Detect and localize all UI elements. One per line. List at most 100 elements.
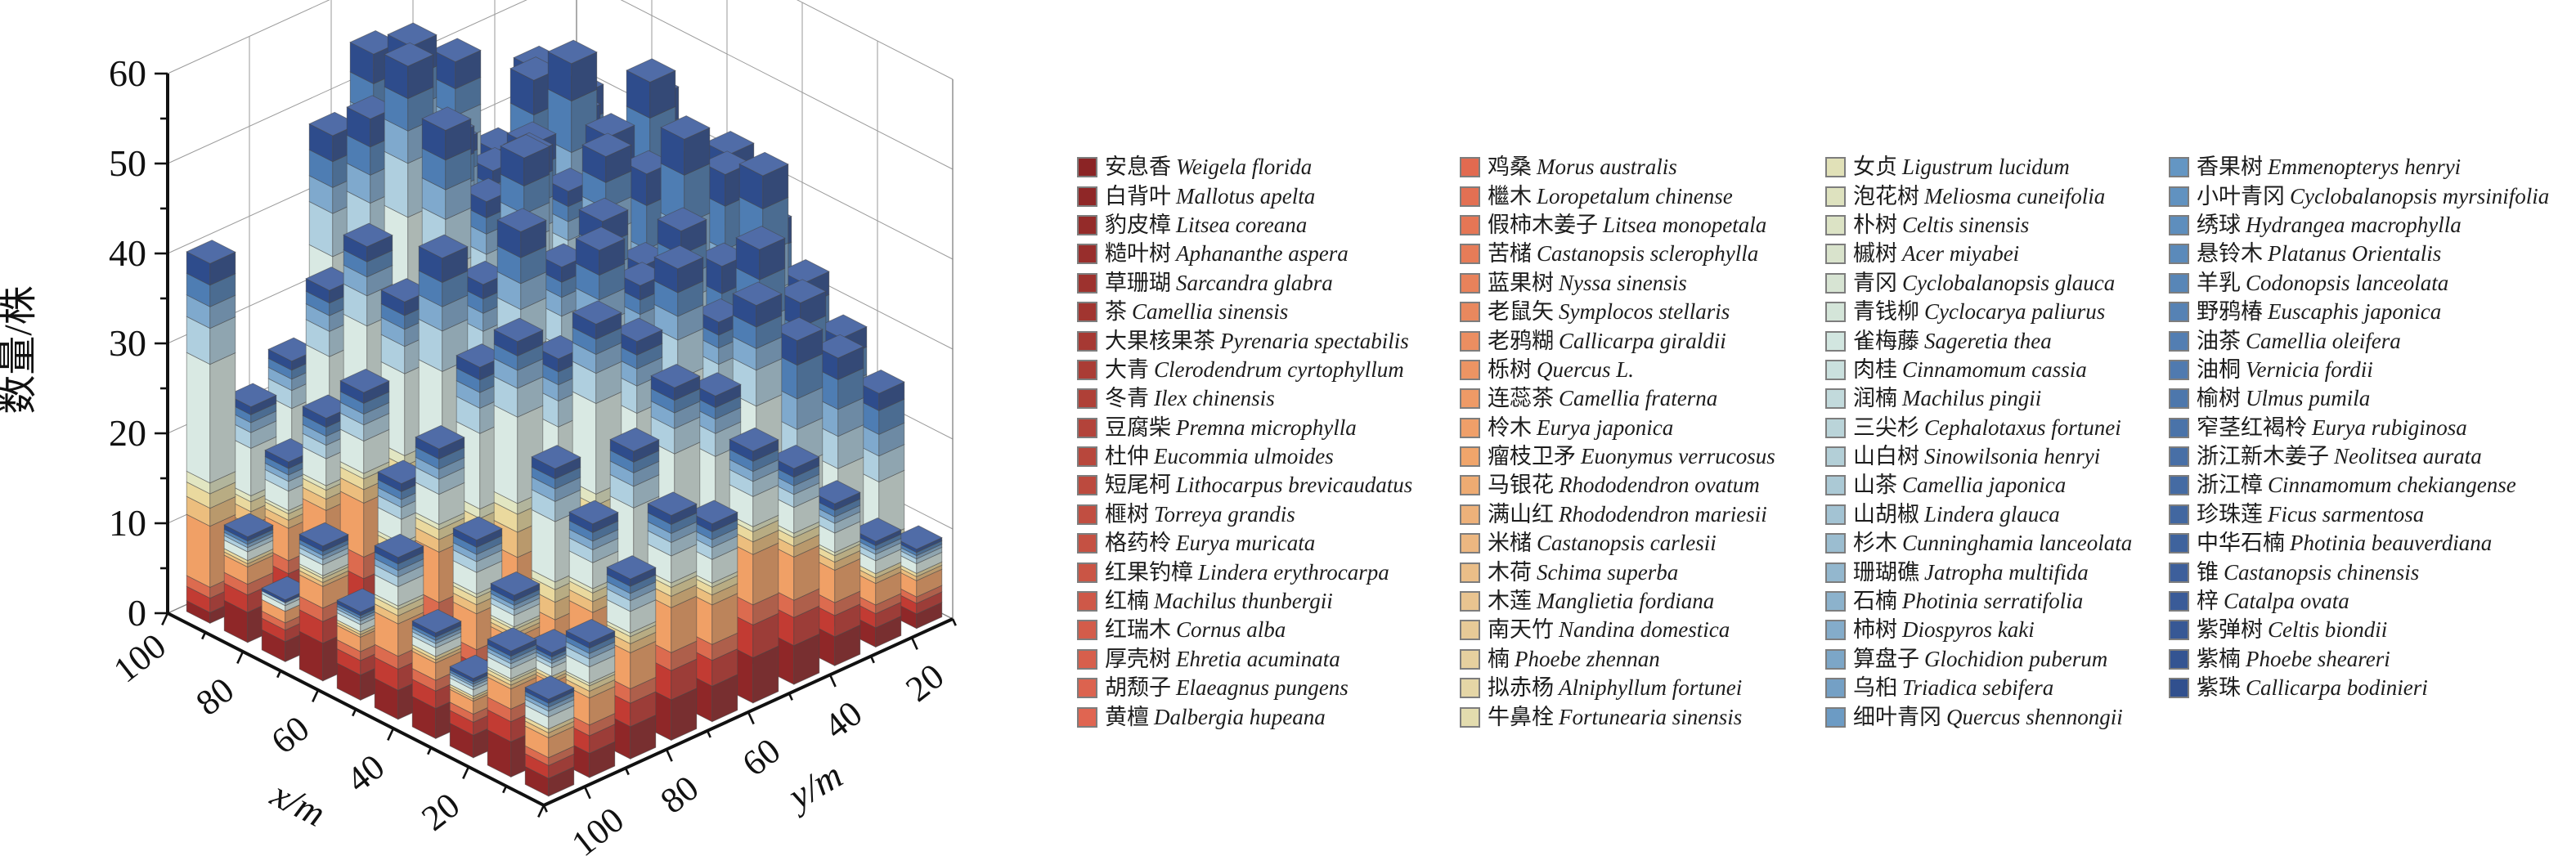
legend-color-swatch: [1825, 706, 1846, 728]
y-axis-tick: [624, 767, 630, 776]
species-latin-name: Litsea monopetala: [1603, 212, 1767, 237]
legend-item: 野鸦椿 Euscaphis japonica: [2169, 298, 2549, 326]
species-latin-name: Dalbergia hupeana: [1154, 704, 1326, 729]
bar-top-face: [810, 480, 861, 504]
species-chinese-name: 胡颓子: [1105, 675, 1171, 701]
legend-item: 木莲 Manglietia fordiana: [1460, 587, 1775, 616]
legend-species-label: 柿树 Diospyros kaki: [1853, 619, 2035, 641]
species-chinese-name: 油茶: [2197, 328, 2241, 353]
y-axis-tick: [542, 804, 548, 813]
legend-species-label: 豹皮樟 Litsea coreana: [1105, 212, 1307, 237]
legend-color-swatch: [2169, 533, 2189, 554]
legend-color-swatch: [1077, 417, 1097, 438]
legend-color-swatch: [1825, 244, 1846, 265]
legend-item: 绣球 Hydrangea macrophylla: [2169, 211, 2549, 240]
z-tick-label: 30: [109, 322, 146, 364]
bar-top-face: [609, 427, 660, 452]
legend-item: 红果钓樟 Lindera erythrocarpa: [1077, 558, 1412, 586]
legend-species-label: 木莲 Manglietia fordiana: [1488, 590, 1714, 612]
species-chinese-name: 草珊瑚: [1105, 270, 1171, 295]
legend-color-swatch: [2169, 388, 2189, 410]
legend-color-swatch: [1460, 504, 1480, 525]
species-latin-name: Cephalotaxus fortunei: [1924, 415, 2121, 440]
legend-species-label: 紫珠 Callicarpa bodinieri: [2197, 677, 2428, 699]
legend-item: 紫楠 Phoebe sheareri: [2169, 645, 2549, 674]
legend-species-label: 算盘子 Glochidion puberum: [1853, 648, 2107, 670]
legend-color-swatch: [1460, 620, 1480, 641]
species-latin-name: Elaeagnus pungens: [1176, 675, 1349, 701]
legend-color-swatch: [1825, 302, 1846, 323]
legend-item: 浙江樟 Cinnamomum chekiangense: [2169, 471, 2549, 500]
species-latin-name: Triadica sebifera: [1902, 675, 2054, 701]
species-chinese-name: 豹皮樟: [1105, 212, 1171, 237]
legend-species-label: 油茶 Camellia oleifera: [2197, 328, 2401, 353]
bar-top-face: [855, 370, 905, 394]
legend-species-label: 香果树 Emmenopterys henryi: [2197, 156, 2461, 178]
species-latin-name: Cornus alba: [1176, 617, 1286, 643]
legend-color-swatch: [1825, 272, 1846, 294]
legend-species-label: 格药柃 Eurya muricata: [1105, 532, 1315, 554]
legend-species-label: 泡花树 Meliosma cuneifolia: [1853, 185, 2105, 208]
bar-top-face: [688, 500, 738, 525]
bar-top-face: [415, 424, 465, 450]
legend-item: 格药柃 Eurya muricata: [1077, 529, 1412, 558]
legend-species-label: 鸡桑 Morus australis: [1488, 156, 1677, 178]
species-chinese-name: 鸡桑: [1488, 155, 1532, 180]
species-chinese-name: 牛鼻栓: [1488, 704, 1554, 729]
bar-top-face: [343, 222, 393, 248]
legend-species-label: 榆树 Ulmus pumila: [2197, 388, 2370, 410]
legend-item: 油茶 Camellia oleifera: [2169, 326, 2549, 355]
legend-species-label: 蓝果树 Nyssa sinensis: [1488, 271, 1687, 294]
species-chinese-name: 格药柃: [1105, 531, 1171, 556]
species-chinese-name: 石楠: [1853, 589, 1897, 614]
species-chinese-name: 槭树: [1853, 241, 1897, 267]
bar-segment-left: [493, 405, 518, 504]
species-chinese-name: 乌桕: [1853, 675, 1897, 701]
legend-item: 蓝果树 Nyssa sinensis: [1460, 269, 1775, 298]
species-latin-name: Camellia japonica: [1902, 473, 2067, 498]
species-chinese-name: 黄檀: [1105, 704, 1149, 729]
species-latin-name: Platanus Orientalis: [2268, 241, 2442, 267]
bar-top-face: [851, 518, 902, 542]
bar-top-face: [547, 39, 598, 65]
species-latin-name: Cunninghamia lanceolata: [1902, 531, 2133, 556]
legend-species-label: 木荷 Schima superba: [1488, 559, 1678, 585]
legend-color-swatch: [1077, 302, 1097, 323]
legend-item: 紫珠 Callicarpa bodinieri: [2169, 674, 2549, 702]
legend-color-swatch: [1460, 157, 1480, 178]
species-latin-name: Quercus shennongii: [1946, 704, 2123, 729]
species-latin-name: Ligustrum lucidum: [1902, 155, 2070, 180]
species-chinese-name: 油桐: [2197, 356, 2241, 382]
legend-item: 中华石楠 Photinia beauverdiana: [2169, 529, 2549, 558]
y-axis-tick: [788, 692, 793, 701]
legend-color-swatch: [1460, 446, 1480, 468]
z-tick-label: 50: [109, 142, 146, 184]
y-axis-tick: [951, 618, 957, 626]
species-chinese-name: 糙叶树: [1105, 241, 1171, 267]
species-latin-name: Lindera erythrocarpa: [1198, 559, 1389, 585]
legend-color-swatch: [1077, 186, 1097, 207]
species-chinese-name: 女贞: [1853, 155, 1897, 180]
wall-gridline-z60: [797, 0, 954, 80]
species-latin-name: Machilus pingii: [1902, 386, 2042, 411]
species-latin-name: Phoebe zhennan: [1515, 646, 1660, 671]
legend-item: 红楠 Machilus thunbergii: [1077, 587, 1412, 616]
legend-color-swatch: [1825, 388, 1846, 410]
species-chinese-name: 润楠: [1853, 386, 1897, 411]
legend-color-swatch: [2169, 475, 2189, 496]
species-chinese-name: 青冈: [1853, 270, 1897, 295]
legend-item: 南天竹 Nandina domestica: [1460, 616, 1775, 644]
legend-species-label: 檵木 Loropetalum chinense: [1488, 185, 1733, 208]
x-tick-label: 20: [414, 785, 467, 839]
bar-top-face: [613, 317, 663, 343]
species-chinese-name: 木荷: [1488, 559, 1532, 585]
bar-top-face: [384, 42, 434, 67]
species-chinese-name: 榆树: [2197, 386, 2241, 411]
bar-top-face: [227, 383, 277, 408]
legend-color-swatch: [2169, 214, 2189, 235]
legend-color-swatch: [1825, 446, 1846, 468]
species-chinese-name: 细叶青冈: [1853, 704, 1941, 729]
y-axis-tick: [706, 730, 711, 738]
bar-top-face: [660, 115, 711, 140]
bar-top-face: [500, 134, 550, 159]
